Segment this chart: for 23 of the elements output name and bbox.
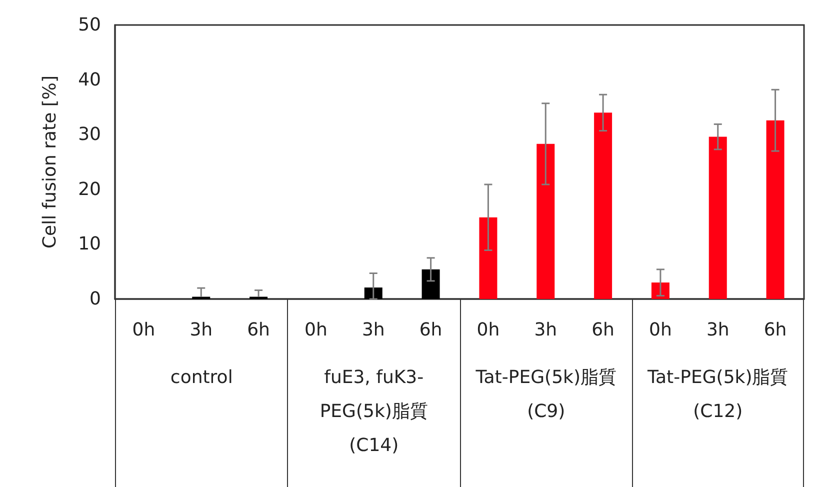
y-tick-label: 50 [78,14,101,36]
x-tick-label: 0h [649,320,672,340]
text: Tat-PEG(5k)脂質(C12) [648,367,788,422]
x-tick-label: 3h [534,320,558,340]
x-tick-label: 0h [476,320,500,340]
x-tick-label: 6h [247,320,270,340]
x-tick-label: 6h [764,320,787,340]
y-tick-label: 10 [78,234,101,255]
y-tick-label: 40 [78,69,101,90]
text: fuE3, fuK3-PEG(5k)脂質(C14) [320,367,428,456]
y-tick-label: 20 [78,178,101,200]
x-tick-label: 0h [132,320,156,340]
y-tick-label: 30 [78,124,101,146]
x-tick-label: 3h [362,320,385,340]
x-tick-label: 3h [706,320,730,340]
y-axis-title: Cell fusion rate [%] [40,75,60,249]
x-tick-label: 3h [190,320,213,340]
x-tick-label: 0h [304,320,328,340]
text: Tat-PEG(5k)脂質(C9) [476,367,616,422]
text: control [170,367,233,388]
x-tick-label: 6h [419,320,442,340]
y-tick-label: 0 [90,288,101,310]
x-tick-label: 6h [592,320,614,340]
